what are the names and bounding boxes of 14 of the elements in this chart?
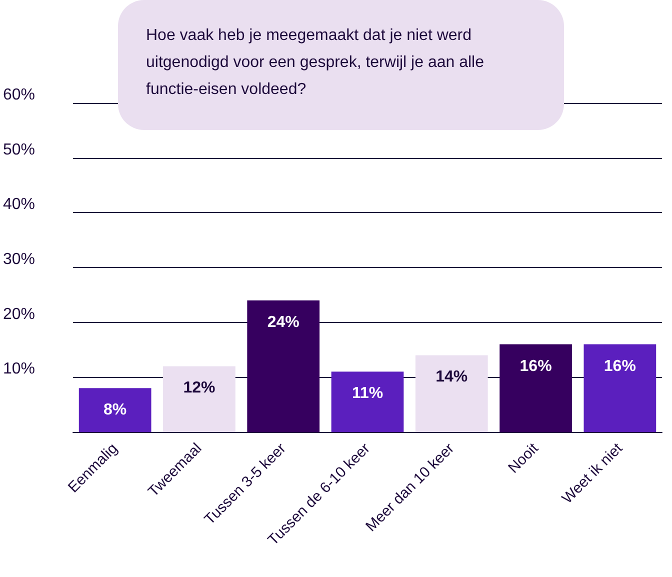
data-label: 12% [183, 380, 216, 397]
chart-title: Hoe vaak heb je meegemaakt dat je niet werd uitgenodigd voor een gesprek, terwijl je aan alle functie-eisen voldeed? [146, 26, 485, 100]
y-tick-label: 60% [3, 86, 36, 104]
y-tick-label: 30% [3, 251, 36, 268]
y-tick-label: 10% [3, 360, 36, 378]
data-label: 11% [352, 385, 384, 402]
data-label: 16% [520, 358, 552, 375]
y-tick-label: 20% [3, 306, 36, 323]
y-tick-label: 50% [3, 141, 36, 158]
data-label: 8% [104, 402, 127, 419]
data-label: 16% [604, 358, 636, 375]
y-tick-label: 40% [3, 196, 36, 214]
data-label: 24% [267, 314, 300, 331]
data-label: 14% [436, 368, 468, 386]
